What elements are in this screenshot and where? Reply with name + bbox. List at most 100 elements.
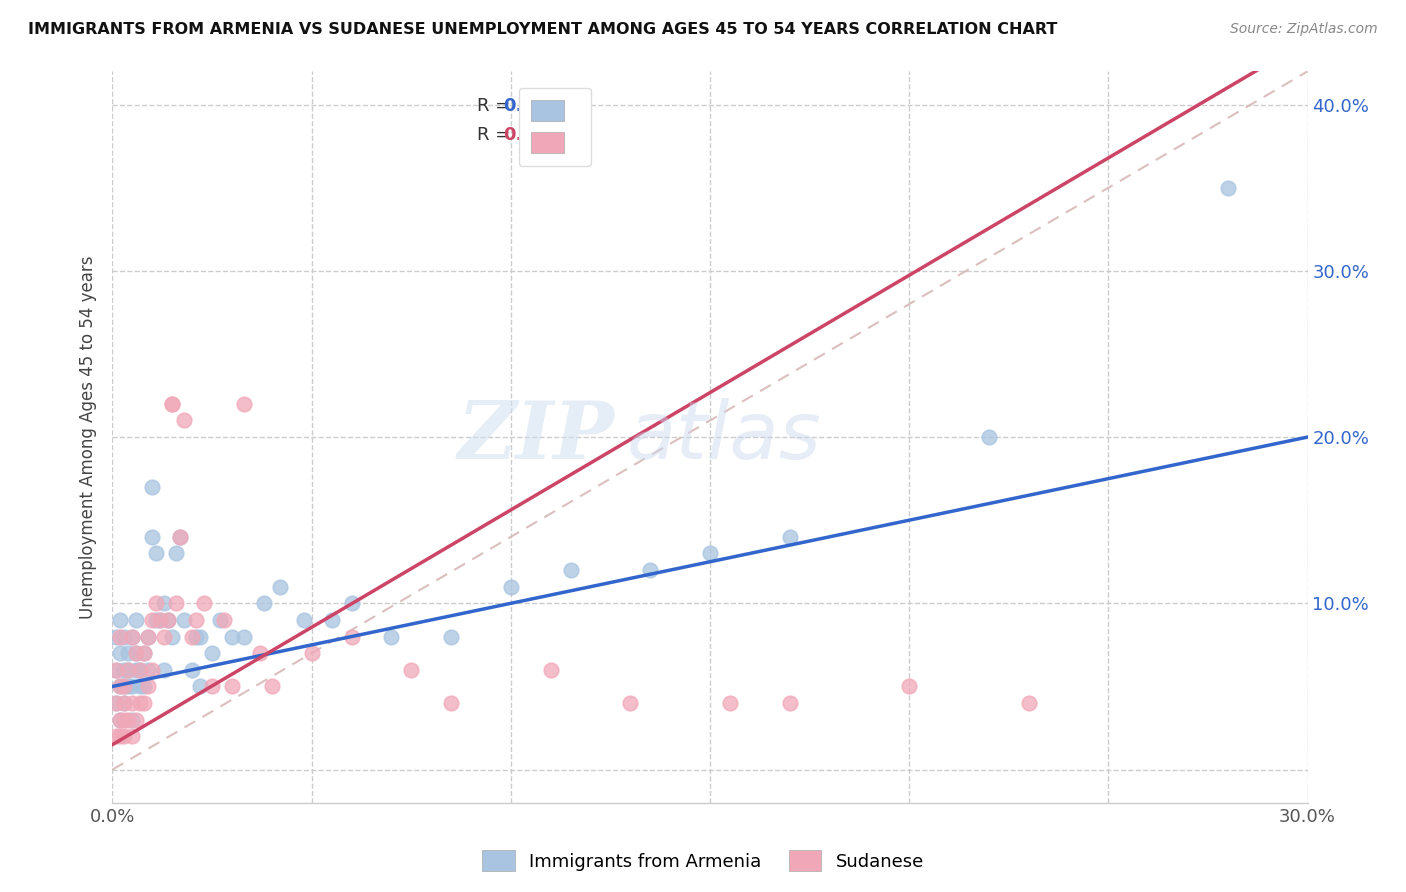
Point [149, 613, 172, 627]
Point [153, 663, 176, 677]
Point [401, 663, 423, 677]
Point [619, 696, 641, 710]
Point [153, 596, 176, 610]
Point [138, 663, 160, 677]
Point [134, 696, 156, 710]
Point [209, 613, 232, 627]
Point [117, 663, 139, 677]
Point [141, 480, 163, 494]
Point [114, 696, 135, 710]
Point [129, 680, 152, 694]
Point [201, 646, 224, 660]
Point [1216, 180, 1239, 194]
Text: 0.590: 0.590 [503, 126, 560, 145]
Point [153, 630, 176, 644]
Point [499, 580, 522, 594]
Point [640, 563, 662, 577]
Point [110, 729, 132, 743]
Point [188, 630, 211, 644]
Point [253, 596, 276, 610]
Point [134, 646, 156, 660]
Point [699, 546, 721, 560]
Point [110, 713, 132, 727]
Point [233, 397, 256, 411]
Point [129, 696, 152, 710]
Point [125, 646, 148, 660]
Point [129, 663, 152, 677]
Point [145, 546, 167, 560]
Point [169, 530, 191, 544]
Point [117, 713, 139, 727]
Legend: Immigrants from Armenia, Sudanese: Immigrants from Armenia, Sudanese [475, 843, 931, 879]
Point [105, 696, 128, 710]
Point [718, 696, 741, 710]
Text: Source: ZipAtlas.com: Source: ZipAtlas.com [1230, 22, 1378, 37]
Point [440, 630, 463, 644]
Legend: , : , [519, 87, 591, 166]
Point [114, 713, 135, 727]
Point [114, 696, 135, 710]
Point [165, 596, 187, 610]
Point [138, 680, 160, 694]
Point [540, 663, 562, 677]
Point [212, 613, 235, 627]
Point [977, 430, 1000, 444]
Point [440, 696, 463, 710]
Point [321, 613, 343, 627]
Point [269, 580, 291, 594]
Point [114, 680, 135, 694]
Point [188, 680, 211, 694]
Point [162, 397, 183, 411]
Text: IMMIGRANTS FROM ARMENIA VS SUDANESE UNEMPLOYMENT AMONG AGES 45 TO 54 YEARS CORRE: IMMIGRANTS FROM ARMENIA VS SUDANESE UNEM… [28, 22, 1057, 37]
Text: R =: R = [477, 97, 516, 115]
Point [145, 596, 167, 610]
Point [125, 646, 148, 660]
Point [1018, 696, 1040, 710]
Point [169, 530, 191, 544]
Point [301, 646, 323, 660]
Point [105, 630, 128, 644]
Point [110, 613, 132, 627]
Point [173, 613, 195, 627]
Point [134, 680, 156, 694]
Point [114, 680, 135, 694]
Point [173, 413, 195, 427]
Y-axis label: Unemployment Among Ages 45 to 54 years: Unemployment Among Ages 45 to 54 years [79, 255, 97, 619]
Point [114, 663, 135, 677]
Text: R =: R = [477, 126, 516, 145]
Point [145, 613, 167, 627]
Point [110, 680, 132, 694]
Point [138, 630, 160, 644]
Text: N =: N = [537, 97, 588, 115]
Point [110, 646, 132, 660]
Point [121, 630, 143, 644]
Point [380, 630, 402, 644]
Point [193, 596, 215, 610]
Text: N =: N = [537, 126, 588, 145]
Point [157, 613, 180, 627]
Point [149, 613, 172, 627]
Point [121, 696, 143, 710]
Point [138, 630, 160, 644]
Point [125, 713, 148, 727]
Point [560, 563, 582, 577]
Point [141, 613, 163, 627]
Text: ZIP: ZIP [457, 399, 614, 475]
Point [105, 729, 128, 743]
Point [221, 680, 243, 694]
Point [105, 663, 128, 677]
Point [779, 696, 801, 710]
Text: 0.505: 0.505 [503, 97, 560, 115]
Point [157, 613, 180, 627]
Point [162, 630, 183, 644]
Point [186, 630, 208, 644]
Point [114, 630, 135, 644]
Point [125, 663, 148, 677]
Point [129, 663, 152, 677]
Point [181, 663, 204, 677]
Point [110, 680, 132, 694]
Text: 54: 54 [567, 126, 592, 145]
Point [233, 630, 256, 644]
Point [105, 663, 128, 677]
Point [779, 530, 801, 544]
